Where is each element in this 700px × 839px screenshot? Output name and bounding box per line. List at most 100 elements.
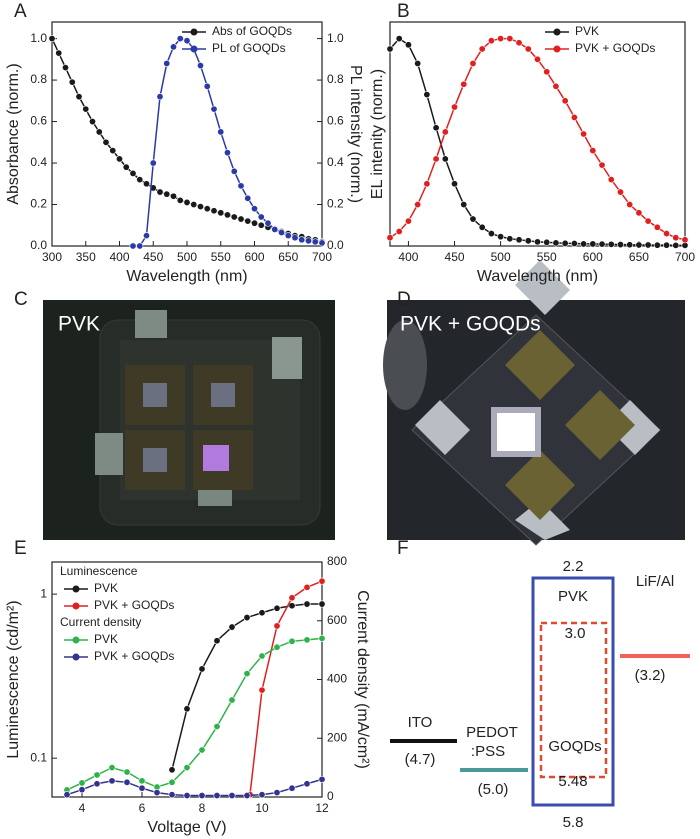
data-point [626, 241, 634, 249]
legend-marker [72, 585, 80, 593]
data-point [487, 37, 495, 45]
data-point [497, 233, 505, 241]
x-tick-label: 450 [143, 250, 163, 264]
data-point [224, 211, 232, 219]
data-point [156, 188, 164, 196]
x-tick-label: 400 [109, 250, 129, 264]
data-point [138, 784, 146, 792]
x-tick-label: 12 [315, 801, 329, 815]
energy-diagram: 2.2 PVK 3.0 LiF/Al (3.2) ITO (4.7) PEDOT… [390, 558, 690, 831]
x-tick-label: 4 [79, 801, 86, 815]
data-point [395, 227, 403, 235]
data-point [217, 128, 225, 136]
data-point [203, 82, 211, 90]
energy-label: 2.2 [563, 558, 584, 575]
data-point [228, 623, 236, 631]
y-tick-label: 0.2 [30, 197, 47, 211]
data-point [170, 192, 178, 200]
data-point [395, 35, 403, 43]
data-point [277, 229, 285, 237]
data-point [441, 155, 449, 163]
data-point [318, 239, 326, 247]
data-point [635, 209, 643, 217]
data-point [183, 705, 191, 713]
data-point [524, 45, 532, 53]
data-point [244, 217, 252, 225]
pixel [211, 383, 235, 407]
panel-label: D [397, 289, 411, 310]
data-point [63, 791, 71, 799]
legend-marker [553, 45, 561, 53]
data-point [153, 789, 161, 797]
data-point [170, 43, 178, 51]
layer-label: GOQDs [548, 738, 601, 755]
plot-frame [51, 21, 323, 247]
data-point [213, 792, 221, 800]
data-point [288, 602, 296, 610]
data-point [156, 93, 164, 101]
panel-label: B [397, 1, 410, 22]
legend-marker [190, 28, 198, 36]
data-point [210, 105, 218, 113]
data-point [298, 236, 306, 244]
data-point [78, 779, 86, 787]
data-point [213, 637, 221, 645]
data-point [190, 201, 198, 209]
data-point [288, 637, 296, 645]
data-point [570, 113, 578, 121]
legend-marker [72, 653, 80, 661]
legend-label: PVK + GOQDs [94, 598, 174, 612]
legend-marker [553, 28, 561, 36]
data-point [644, 217, 652, 225]
data-point [123, 778, 131, 786]
pvk-box [531, 576, 615, 807]
data-point [273, 604, 281, 612]
data-point [304, 237, 312, 245]
electrode [515, 260, 570, 315]
x-tick-label: 500 [177, 250, 197, 264]
data-point [129, 169, 137, 177]
legend-marker [190, 45, 198, 53]
x-tick-label: 300 [42, 250, 62, 264]
data-point [543, 68, 551, 76]
data-point [318, 600, 326, 608]
data-point [288, 594, 296, 602]
y-tick-label: 0.8 [30, 72, 47, 86]
data-point [441, 128, 449, 136]
data-point [75, 93, 83, 101]
data-point [198, 665, 206, 673]
x-tick-label: 350 [76, 250, 96, 264]
x-tick-label: 550 [537, 250, 557, 264]
photo-d: PVK + GOQDs [383, 260, 685, 546]
data-point [123, 768, 131, 776]
goqds-box [539, 621, 608, 779]
data-point [303, 780, 311, 788]
data-point [217, 209, 225, 217]
lit-pixel [491, 407, 541, 457]
photo-caption: PVK [58, 313, 100, 336]
data-point [82, 105, 90, 113]
pixel-frame [565, 390, 635, 460]
data-point [561, 97, 569, 105]
data-point [243, 614, 251, 622]
electrode [415, 400, 470, 455]
data-point [561, 239, 569, 247]
data-point [61, 64, 69, 72]
data-point [653, 241, 661, 249]
legend-label: PVK [575, 24, 599, 38]
data-point [143, 232, 151, 240]
x-tick-label: 400 [398, 250, 418, 264]
data-point [589, 147, 597, 155]
data-point [210, 207, 218, 215]
y2-tick-label: 600 [327, 613, 347, 627]
electrode [95, 433, 123, 475]
x-tick-label: 600 [583, 250, 603, 264]
series-line [389, 37, 686, 241]
x-axis-label: Voltage (V) [147, 819, 226, 836]
pixel [143, 383, 167, 407]
lit-pixel [203, 445, 229, 471]
data-point [198, 792, 206, 800]
data-point [95, 128, 103, 136]
data-point [386, 234, 394, 242]
